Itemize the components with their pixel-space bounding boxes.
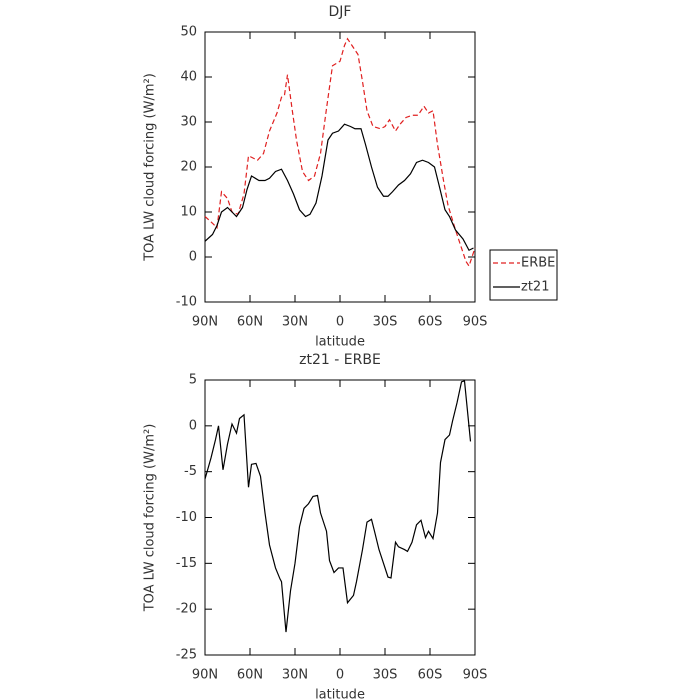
chart-title: DJF: [329, 4, 352, 20]
x-tick-label: 0: [336, 315, 344, 330]
plot: zt21 - ERBE latitude TOA LW cloud forcing …: [143, 352, 488, 700]
x-tick-label: 90N: [192, 668, 218, 683]
plot-frame: [204, 31, 476, 303]
plot-frame: [204, 379, 476, 656]
x-tick-label: 30N: [282, 315, 308, 330]
series-line: [204, 37, 476, 268]
y-tick-label: -5: [184, 464, 197, 479]
y-tick-label: -10: [176, 510, 197, 525]
y-tick-label: -25: [176, 648, 197, 663]
x-tick-label: 60S: [418, 315, 443, 330]
x-tick-label: 90S: [463, 668, 488, 683]
legend-label: ERBE: [521, 256, 555, 271]
x-tick-label: 30S: [373, 668, 398, 683]
x-axis-label: latitude: [315, 688, 365, 700]
legend-label: zt21: [521, 280, 549, 295]
y-tick-label: -10: [176, 295, 197, 310]
x-tick-label: 90S: [463, 315, 488, 330]
plot: DJF latitude TOA LW cloud forcing (W/m²) 90…: [143, 4, 558, 350]
x-tick-label: 90N: [192, 315, 218, 330]
legend: ERBE zt21: [489, 249, 558, 301]
y-axis-label: TOA LW cloud forcing (W/m²): [143, 424, 158, 613]
x-axis-label: latitude: [315, 335, 365, 350]
y-tick-label: 30: [180, 115, 197, 130]
chart-title: zt21 - ERBE: [299, 352, 381, 368]
x-tick-label: 30N: [282, 668, 308, 683]
legend-frame: [489, 249, 558, 301]
x-tick-label: 60N: [237, 668, 263, 683]
y-tick-label: 20: [180, 160, 197, 175]
x-tick-label: 0: [336, 668, 344, 683]
x-tick-label: 60N: [237, 315, 263, 330]
y-tick-label: 5: [189, 373, 197, 388]
y-axis-label: TOA LW cloud forcing (W/m²): [143, 73, 158, 262]
x-tick-label: 60S: [418, 668, 443, 683]
x-tick-label: 30S: [373, 315, 398, 330]
y-tick-label: 50: [180, 25, 197, 40]
series-line: [204, 123, 474, 252]
y-tick-label: 10: [180, 205, 197, 220]
y-tick-label: -20: [176, 602, 197, 617]
y-tick-label: 40: [180, 70, 197, 85]
y-tick-label: 0: [189, 418, 197, 433]
y-tick-label: 0: [189, 250, 197, 265]
series-line: [204, 380, 472, 633]
y-tick-label: -15: [176, 556, 197, 571]
